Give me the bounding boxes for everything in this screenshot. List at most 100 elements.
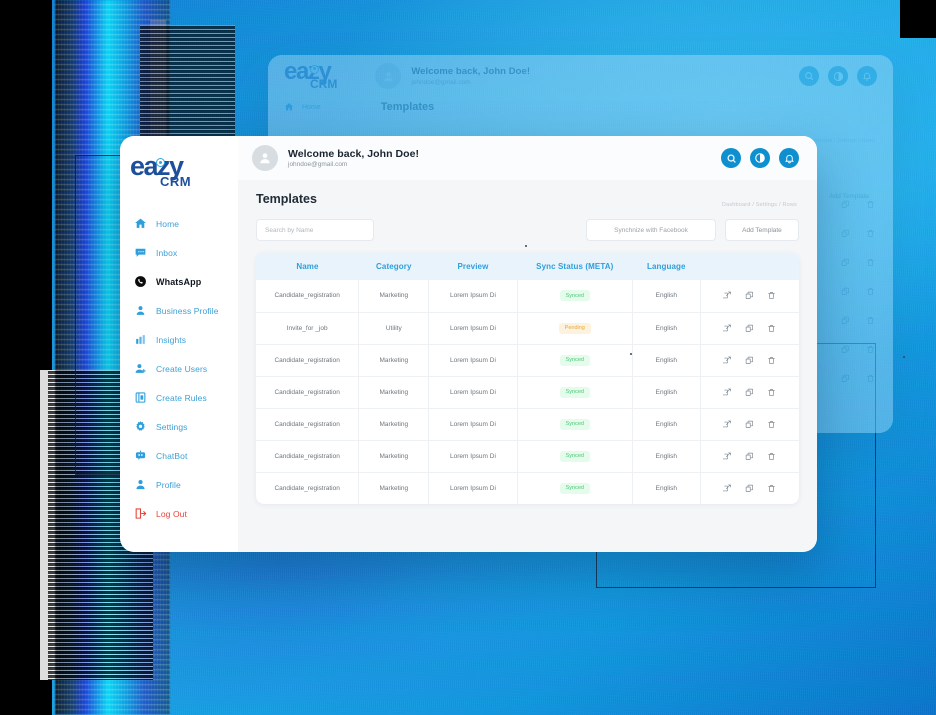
table-row[interactable]: Candidate_registration Marketing Lorem Ips… [256,280,799,313]
contrast-toggle-button[interactable] [750,148,770,168]
add-template-button[interactable]: Add Template [725,219,799,241]
cell-category: Marketing [358,472,430,504]
search-input[interactable]: Search by Name [256,219,374,241]
back-card-row-actions [841,287,875,296]
duplicate-icon[interactable] [745,452,754,461]
search-button[interactable] [721,148,741,168]
table-head: Name Category Preview Sync Status (META) Lan… [256,253,799,280]
duplicate-icon[interactable] [841,229,850,238]
table-row[interactable]: Candidate_registration Marketing Lorem Ips… [256,344,799,377]
edit-icon[interactable] [723,484,732,493]
row-actions [701,452,799,461]
sidebar-item-home[interactable]: Home [120,209,238,238]
delete-icon[interactable] [866,258,875,267]
duplicate-icon[interactable] [745,324,754,333]
duplicate-icon[interactable] [841,374,850,383]
edit-icon[interactable] [723,291,732,300]
notifications-button[interactable] [779,148,799,168]
cell-sync-status: Synced [517,408,633,441]
topbar: Welcome back, John Doe! johndoe@gmail.co… [238,136,817,180]
cell-preview: Lorem Ipsum Di [428,280,518,313]
profile-icon [136,480,145,490]
search-icon [726,153,736,163]
synchronize-facebook-button[interactable]: Synchnize with Facebook [586,219,716,241]
duplicate-icon[interactable] [841,316,850,325]
row-actions [701,291,799,300]
sidebar-item-business-profile[interactable]: Business Profile [120,296,238,325]
delete-icon[interactable] [767,452,776,461]
delete-icon[interactable] [866,229,875,238]
cell-actions [700,312,799,345]
status-badge: Synced [559,354,590,366]
cell-name: Candidate_registration [256,440,360,473]
avatar[interactable] [252,145,278,171]
duplicate-icon[interactable] [745,356,754,365]
duplicate-icon[interactable] [745,291,754,300]
cell-actions [700,408,799,441]
edit-icon[interactable] [723,388,732,397]
table-header-category: Category [376,262,412,271]
delete-icon[interactable] [767,420,776,429]
table-row[interactable]: Candidate_registration Marketing Lorem Ips… [256,472,799,504]
bell-icon [784,154,794,163]
sidebar-item-label: Create Rules [156,392,207,403]
sidebar-item-settings[interactable]: Settings [120,412,238,441]
duplicate-icon[interactable] [745,484,754,493]
cell-category: Marketing [358,376,430,409]
duplicate-icon[interactable] [745,388,754,397]
edit-icon[interactable] [723,420,732,429]
edit-icon[interactable] [723,356,732,365]
welcome-block: Welcome back, John Doe! johndoe@gmail.co… [288,148,419,169]
duplicate-icon[interactable] [841,258,850,267]
duplicate-icon[interactable] [841,287,850,296]
toolbar-right-actions: Synchnize with Facebook Add Template [586,219,799,241]
artifact-dot-right [903,356,905,358]
cell-language: English [632,312,701,345]
sidebar-item-inbox[interactable]: Inbox [120,238,238,267]
delete-icon[interactable] [866,374,875,383]
table-row[interactable]: Invite_for _job Utility Lorem Ipsum Di Pend… [256,312,799,345]
delete-icon[interactable] [767,356,776,365]
back-card-add-template-label[interactable]: Add Template [829,193,869,200]
cell-name: Invite_for _job [256,312,360,345]
topbar-actions [721,148,799,168]
delete-icon[interactable] [866,287,875,296]
sidebar-item-log-out[interactable]: Log Out [120,499,238,528]
table-row[interactable]: Candidate_registration Marketing Lorem Ips… [256,408,799,441]
delete-icon[interactable] [866,200,875,209]
sidebar-item-label: Insights [156,334,187,345]
status-badge: Synced [559,450,590,462]
delete-icon[interactable] [767,291,776,300]
sidebar-item-profile[interactable]: Profile [120,470,238,499]
sidebar-item-whatsapp[interactable]: WhatsApp [120,267,238,296]
delete-icon[interactable] [866,316,875,325]
edit-icon[interactable] [723,324,732,333]
sidebar-item-create-users[interactable]: Create Users [120,354,238,383]
back-card-notifications-button[interactable] [857,66,877,86]
sidebar-item-label: WhatsApp [156,276,202,287]
app-logo: eazy CRM [120,148,238,190]
logout-icon [135,508,147,519]
delete-icon[interactable] [767,324,776,333]
duplicate-icon[interactable] [841,345,850,354]
sidebar-item-chatbot[interactable]: ChatBot [120,441,238,470]
sidebar-item-create-rules[interactable]: Create Rules [120,383,238,412]
duplicate-icon[interactable] [841,200,850,209]
sidebar-item-insights[interactable]: Insights [120,325,238,354]
back-card-nav-row: Home Templates [268,97,893,113]
table-row[interactable]: Candidate_registration Marketing Lorem Ips… [256,376,799,409]
delete-icon[interactable] [866,345,875,354]
back-card-email-text: johndoe@gmail.com [411,78,471,86]
delete-icon[interactable] [767,484,776,493]
table-row[interactable]: Candidate_registration Marketing Lorem Ips… [256,440,799,473]
logo-wordmark: eazy [130,151,184,181]
bar-chart-icon [136,335,145,344]
delete-icon[interactable] [767,388,776,397]
back-card-contrast-button[interactable] [828,66,848,86]
back-card-welcome-block: Welcome back, John Doe! johndoe@gmail.co… [411,66,530,86]
duplicate-icon[interactable] [745,420,754,429]
back-card-search-button[interactable] [799,66,819,86]
edit-icon[interactable] [723,452,732,461]
logo-text: eazy [130,151,184,181]
artifact-dot-table [630,353,632,355]
